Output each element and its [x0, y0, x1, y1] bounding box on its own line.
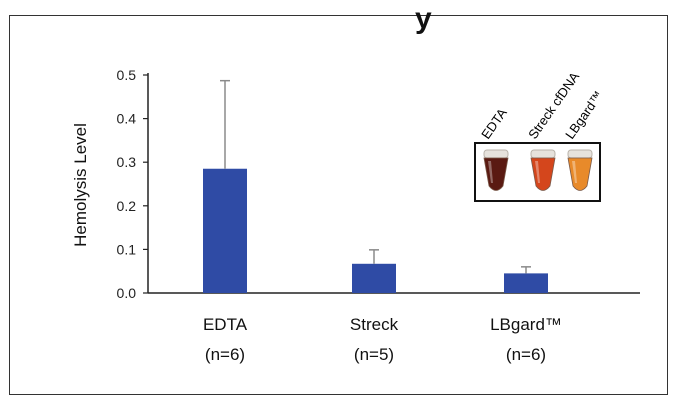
tube-liquid: [567, 157, 593, 191]
x-category-count: (n=6): [506, 345, 546, 364]
y-tick-label: 0.4: [117, 111, 137, 127]
x-category-count: (n=5): [354, 345, 394, 364]
y-tick-label: 0.5: [117, 67, 137, 83]
hemolysis-bar-chart: 0.0 0.1 0.2 0.3 0.4 0.5 EDTA (n=6) Streck (n=5) L…: [71, 67, 640, 364]
tube-liquid: [530, 157, 556, 191]
tube-0: [483, 149, 509, 191]
tube-2: [567, 149, 593, 191]
bars: [203, 168, 548, 293]
y-tick-label: 0.1: [117, 241, 137, 257]
x-category-count: (n=6): [205, 345, 245, 364]
y-tick-label: 0.3: [117, 154, 137, 170]
error-bars: [220, 79, 531, 274]
tube-rim: [483, 149, 509, 159]
x-labels: EDTA (n=6) Streck (n=5) LBgard™ (n=6): [203, 315, 562, 364]
tube-1: [530, 149, 556, 191]
y-axis-label: Hemolysis Level: [71, 123, 90, 247]
figure-frame: y: [9, 2, 668, 395]
bar-2: [504, 273, 548, 293]
tube-rim: [567, 149, 593, 159]
tube-highlight: [488, 161, 493, 183]
x-category-label: LBgard™: [490, 315, 562, 334]
x-category-label: Streck: [350, 315, 399, 334]
tube-liquid: [483, 157, 509, 191]
tube-highlight: [572, 161, 577, 183]
y-ticks: 0.0 0.1 0.2 0.3 0.4 0.5: [117, 67, 148, 301]
bar-0: [203, 168, 247, 293]
y-tick-label: 0.2: [117, 198, 137, 214]
tube-rim: [530, 149, 556, 159]
x-category-label: EDTA: [203, 315, 248, 334]
bar-1: [352, 263, 396, 293]
tube-highlight: [535, 161, 540, 183]
title-fragment: y: [415, 2, 432, 35]
inset-label-0: EDTA: [478, 105, 510, 141]
y-tick-label: 0.0: [117, 285, 137, 301]
